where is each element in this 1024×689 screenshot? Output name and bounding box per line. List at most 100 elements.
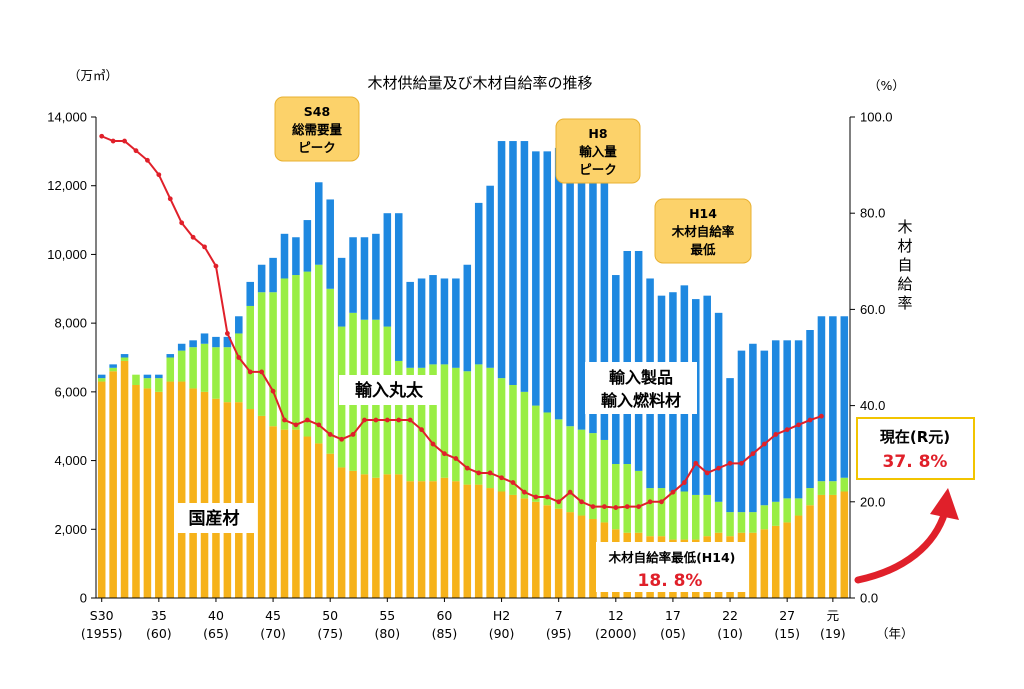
y-tick-label: 2,000 <box>54 522 87 537</box>
right-axis-label-char: 材 <box>897 237 912 255</box>
right-axis-label: 木材自給率 <box>897 218 912 312</box>
y2-tick-label: 20.0 <box>860 494 885 509</box>
bar-imported-logs <box>177 350 186 382</box>
bar-imported-products <box>280 233 289 279</box>
self-sufficiency-point <box>270 388 276 394</box>
bar-domestic <box>212 398 220 598</box>
right-axis-ticks: 0.0 20.0 40.0 60.0 80.0 100.0 <box>850 110 893 606</box>
bar-imported-products <box>406 281 414 368</box>
bar-imported-logs <box>486 367 494 489</box>
bar-imported-products <box>394 213 403 361</box>
bar-imported-logs <box>235 333 243 403</box>
bar-domestic <box>452 481 460 598</box>
bar-imported-logs <box>189 347 197 389</box>
bar-imported-logs <box>520 391 529 499</box>
bar-domestic <box>520 498 529 598</box>
bar-domestic <box>486 488 494 598</box>
x-tick-label: 50 <box>322 608 338 623</box>
bar-imported-logs <box>771 501 780 526</box>
axes <box>95 117 851 599</box>
x-axis-unit: （年） <box>876 626 914 641</box>
x-axis-ticks: S30 (1955) 35 (60) 40 (65) 45 (70) 50 (75) 55 (80) 6… <box>81 598 846 641</box>
bar-domestic <box>749 532 757 598</box>
self-sufficiency-point <box>739 460 744 466</box>
bar-domestic <box>463 484 472 598</box>
bar-domestic <box>120 360 129 598</box>
self-sufficiency-point <box>693 460 699 466</box>
self-sufficiency-point <box>750 451 756 457</box>
right-axis-unit: （%） <box>868 78 905 93</box>
self-sufficiency-point <box>133 148 139 154</box>
x-tick-sublabel: (2000) <box>595 626 637 641</box>
bar-imported-products <box>452 278 460 368</box>
self-sufficiency-point <box>99 133 105 139</box>
bar-imported-products <box>749 343 757 513</box>
self-sufficiency-point <box>670 489 676 495</box>
self-sufficiency-point <box>442 451 447 457</box>
bar-imported-products <box>760 350 769 506</box>
bar-imported-logs <box>566 426 574 513</box>
self-sufficiency-point <box>145 157 150 163</box>
bar-imported-products <box>429 275 437 365</box>
bar-imported-logs <box>246 305 254 410</box>
bar-imported-logs <box>429 364 437 482</box>
bar-imported-products <box>143 374 152 379</box>
bar-imported-products <box>166 354 175 358</box>
x-tick-sublabel: (70) <box>260 626 286 641</box>
right-axis-label-char: 率 <box>897 294 912 312</box>
bar-domestic <box>497 491 506 598</box>
bar-domestic <box>760 529 769 598</box>
bar-domestic <box>177 381 186 598</box>
self-sufficiency-point <box>350 432 356 437</box>
self-sufficiency-point <box>384 417 390 423</box>
left-axis-unit: （万㎥） <box>68 68 118 83</box>
bar-domestic <box>166 381 175 598</box>
self-sufficiency-point <box>167 196 173 202</box>
bar-imported-products <box>246 281 254 306</box>
x-tick-label: 40 <box>208 608 224 623</box>
bar-imported-logs <box>303 271 312 437</box>
self-sufficiency-point <box>819 413 824 419</box>
bar-imported-products <box>623 250 631 464</box>
self-sufficiency-point <box>522 489 527 495</box>
bar-imported-logs <box>463 371 472 485</box>
bar-domestic <box>235 402 243 598</box>
bar-imported-logs <box>692 494 700 540</box>
x-tick-sublabel: (1955) <box>81 626 123 641</box>
bar-imported-products <box>97 374 106 379</box>
self-sufficiency-point <box>773 432 779 437</box>
label-imported-logs: 輸入丸太 <box>355 380 424 401</box>
bar-imported-logs <box>554 419 563 509</box>
bar-imported-products <box>771 340 780 502</box>
bar-imported-products <box>543 151 552 413</box>
bar-imported-logs <box>440 364 449 478</box>
bar-imported-products <box>257 264 266 293</box>
bar-imported-products <box>634 250 643 471</box>
x-tick-sublabel: (90) <box>489 626 515 641</box>
bubble-s48 <box>274 96 360 162</box>
bar-imported-logs <box>840 477 849 492</box>
bar-imported-products <box>383 213 392 327</box>
right-axis-label-char: 給 <box>897 275 912 293</box>
y2-tick-label: 60.0 <box>860 302 885 317</box>
bar-imported-products <box>532 151 540 406</box>
min-box-value: 18. 8% <box>638 571 703 591</box>
bar-imported-products <box>829 316 837 482</box>
trend-arrow-head <box>930 488 959 520</box>
bar-imported-logs <box>109 367 117 372</box>
bar-imported-products <box>417 278 426 368</box>
bubble-h8-text: ピーク <box>579 162 617 177</box>
bar-domestic <box>383 474 392 598</box>
bar-imported-logs <box>97 378 106 382</box>
x-tick-label: 22 <box>722 608 738 623</box>
bar-domestic <box>589 518 597 598</box>
bar-imported-logs <box>749 512 757 533</box>
bubble-h8 <box>555 118 641 184</box>
self-sufficiency-point <box>556 499 562 505</box>
bar-imported-products <box>520 141 529 392</box>
bar-imported-products <box>315 182 323 265</box>
bar-imported-logs <box>155 378 163 392</box>
bar-domestic <box>829 494 837 598</box>
bar-imported-logs <box>589 433 597 519</box>
bar-domestic <box>360 474 369 598</box>
